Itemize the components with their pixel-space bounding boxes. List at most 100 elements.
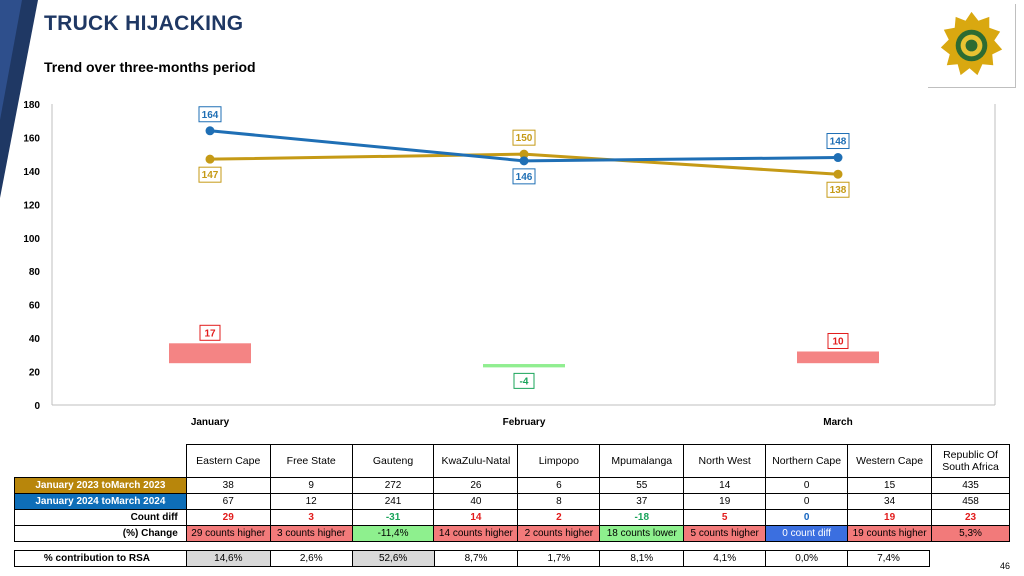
table-cell: 29 counts higher: [185, 525, 271, 542]
table-corner: [15, 445, 187, 478]
table-cell: 4,1%: [683, 550, 767, 567]
table-row: (%) Change 29 counts higher 3 counts hig…: [14, 525, 1010, 542]
diff-label: 17: [204, 328, 216, 339]
y-tick-label: 120: [23, 200, 40, 211]
y-tick-label: 160: [23, 133, 40, 144]
y-tick-label: 180: [23, 100, 40, 111]
table-cell: 19: [683, 493, 767, 510]
row-label-2023: January 2023 toMarch 2023: [14, 477, 187, 494]
table-cell: 2 counts higher: [517, 525, 601, 542]
data-label-box: [826, 181, 850, 198]
rsa-header-line2: South Africa: [942, 461, 999, 473]
y-tick-label: 20: [29, 368, 41, 379]
contribution-table: % contribution to RSA 14,6% 2,6% 52,6% 8…: [14, 550, 930, 567]
header-cell: Western Cape: [847, 444, 933, 478]
series-point: [519, 149, 529, 159]
table-row: January 2024 toMarch 2024 67 12 241 40 8…: [14, 493, 1010, 510]
diff-bar: [483, 364, 565, 368]
data-label-box: [198, 106, 222, 123]
table-cell: 272: [351, 477, 435, 494]
data-labels: 147 164 150 146 138 148: [198, 106, 850, 198]
table-cell: 1,7%: [517, 550, 601, 567]
corner-decoration: [0, 0, 38, 198]
row-label-count-diff: Count diff: [14, 509, 187, 526]
x-tick-label: January: [191, 417, 230, 428]
header-cell: Eastern Cape: [185, 444, 271, 478]
table-cell: 0: [765, 509, 849, 526]
row-label-contribution: % contribution to RSA: [14, 550, 187, 567]
series-point: [833, 169, 843, 179]
page-title: TRUCK HIJACKING: [44, 12, 244, 35]
table-header-row: Eastern Cape Free State Gauteng KwaZulu-…: [15, 444, 1010, 478]
y-axis: 0 20 40 60 80 100 120 140 160 180: [23, 100, 53, 412]
data-label: 150: [516, 133, 533, 144]
table-cell: 12: [269, 493, 353, 510]
data-label: 148: [830, 137, 847, 148]
data-label-box: [512, 129, 536, 146]
row-label-pct-change: (%) Change: [14, 525, 187, 542]
table-cell: -11,4%: [351, 525, 435, 542]
table-cell: 2,6%: [269, 550, 353, 567]
table-cell: 14: [433, 509, 519, 526]
table-cell: 67: [185, 493, 271, 510]
series-point: [205, 126, 215, 136]
x-tick-label: February: [503, 417, 546, 428]
table-cell: 19 counts higher: [847, 525, 933, 542]
row-label-2024: January 2024 toMarch 2024: [14, 493, 187, 510]
header-cell: Northern Cape: [765, 444, 849, 478]
table-cell: 2: [517, 509, 601, 526]
table-row: % contribution to RSA 14,6% 2,6% 52,6% 8…: [14, 550, 930, 567]
table-cell: 38: [185, 477, 271, 494]
table-cell: 9: [269, 477, 353, 494]
diff-label-box: [199, 324, 221, 341]
table-cell: 0: [765, 477, 849, 494]
diff-label-box: [513, 372, 535, 389]
header-cell: Mpumalanga: [599, 444, 685, 478]
table-cell: 14,6%: [185, 550, 271, 567]
table-cell: -18: [599, 509, 685, 526]
table-cell: 37: [599, 493, 685, 510]
table-cell: 15: [847, 477, 933, 494]
x-axis: January February March: [52, 104, 996, 428]
series-point: [519, 156, 529, 166]
series-point: [833, 153, 843, 163]
table-cell: 435: [931, 477, 1010, 494]
table-cell: 40: [433, 493, 519, 510]
table-cell: 0,0%: [765, 550, 849, 567]
table-cell: 52,6%: [351, 550, 435, 567]
y-tick-label: 60: [29, 301, 41, 312]
diff-label: -4: [520, 376, 529, 387]
diff-bar: [797, 351, 879, 364]
table-cell: 19: [847, 509, 933, 526]
table-cell: 34: [847, 493, 933, 510]
data-label-box: [826, 133, 850, 150]
table-cell: 6: [517, 477, 601, 494]
header-cell: KwaZulu-Natal: [433, 444, 519, 478]
header-cell: North West: [683, 444, 767, 478]
table-cell: 14: [683, 477, 767, 494]
table-cell: 8,7%: [433, 550, 519, 567]
series-lines: [205, 126, 843, 179]
table-cell: 8: [517, 493, 601, 510]
saps-logo-icon: [928, 4, 1016, 88]
y-tick-label: 0: [34, 401, 40, 412]
data-label: 164: [202, 110, 219, 121]
header-cell: Gauteng: [351, 444, 435, 478]
page-number: 46: [1000, 561, 1011, 571]
table-cell: 458: [931, 493, 1010, 510]
header-cell: Limpopo: [517, 444, 601, 478]
diff-bars: 17 -4 10: [169, 324, 879, 389]
table-cell: 23: [931, 509, 1010, 526]
table-cell: 3 counts higher: [269, 525, 353, 542]
data-label: 146: [516, 172, 533, 183]
table-cell: 8,1%: [599, 550, 685, 567]
x-tick-label: March: [823, 417, 852, 428]
diff-label: 10: [832, 336, 844, 347]
data-label: 138: [830, 185, 847, 196]
y-tick-label: 40: [29, 334, 41, 345]
table-cell: 14 counts higher: [433, 525, 519, 542]
table-cell: 5 counts higher: [683, 525, 767, 542]
table-cell: 26: [433, 477, 519, 494]
table-cell: 241: [351, 493, 435, 510]
page-subtitle: Trend over three-months period: [44, 59, 256, 75]
